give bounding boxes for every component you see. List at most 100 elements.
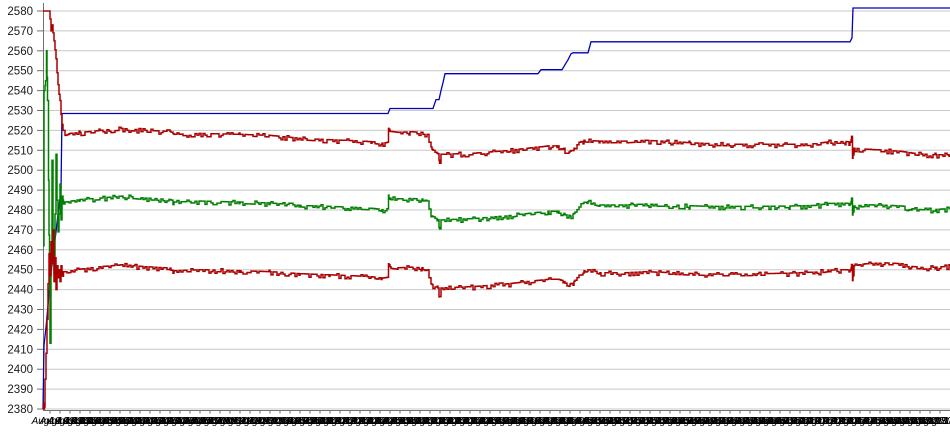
x-axis-label: Aug19 18:40 bbox=[911, 416, 950, 427]
x-axis-label: Aug19 10:30 bbox=[127, 416, 185, 427]
x-axis-label: Aug19 13:35 bbox=[423, 416, 481, 427]
x-axis-label: Aug19 10:25 bbox=[119, 416, 177, 427]
x-axis-label: Aug19 17:30 bbox=[799, 416, 857, 427]
y-axis-label: 2490 bbox=[7, 185, 33, 197]
x-axis-label: Aug19 09:30 bbox=[31, 416, 89, 427]
y-axis-label: 2540 bbox=[7, 86, 33, 98]
x-axis-label: Aug19 18:30 bbox=[895, 416, 950, 427]
y-axis-label: 2480 bbox=[7, 205, 33, 217]
y-axis-label: 2520 bbox=[7, 125, 33, 137]
x-axis-label: Aug19 12:20 bbox=[303, 416, 361, 427]
x-axis-label: Aug19 15:40 bbox=[623, 416, 681, 427]
upper-red-series-line bbox=[43, 10, 950, 164]
x-axis-label: Aug19 12:45 bbox=[343, 416, 401, 427]
x-axis-label: Aug19 14:10 bbox=[479, 416, 537, 427]
x-axis-label: Aug19 13:45 bbox=[439, 416, 497, 427]
x-axis-label: Aug19 15:30 bbox=[607, 416, 665, 427]
x-axis-label: Aug19 18:20 bbox=[879, 416, 937, 427]
y-axis-label: 2450 bbox=[7, 265, 33, 277]
y-axis-label: 2460 bbox=[7, 245, 33, 257]
x-axis-label: Aug19 09:40 bbox=[47, 416, 105, 427]
x-axis-label: Aug19 18:25 bbox=[887, 416, 945, 427]
x-axis-label: Aug19 18:10 bbox=[863, 416, 921, 427]
x-axis-label: Aug19 16:15 bbox=[679, 416, 737, 427]
x-axis-label: Aug19 15:10 bbox=[575, 416, 633, 427]
x-axis-label: Aug19 14:45 bbox=[535, 416, 593, 427]
x-axis-label: Aug19 12:25 bbox=[311, 416, 369, 427]
x-axis-label: Aug19 15:35 bbox=[615, 416, 673, 427]
y-axis-label: 2420 bbox=[7, 324, 33, 336]
x-axis-label: Aug19 14:55 bbox=[551, 416, 609, 427]
x-axis-label: Aug19 09:45 bbox=[55, 416, 113, 427]
x-axis-label: Aug19 14:05 bbox=[471, 416, 529, 427]
x-axis-label: Aug19 17:40 bbox=[815, 416, 873, 427]
y-axis-label: 2550 bbox=[7, 66, 33, 78]
y-axis-label: 2380 bbox=[7, 404, 33, 416]
x-axis-label: Aug19 17:45 bbox=[823, 416, 881, 427]
x-axis-label: Aug19 17:05 bbox=[759, 416, 817, 427]
x-axis-label: Aug19 11:40 bbox=[239, 416, 296, 427]
x-axis-label: Aug19 16:00 bbox=[655, 416, 713, 427]
x-axis-label: Aug19 11:45 bbox=[247, 416, 304, 427]
x-axis-label: Aug19 13:15 bbox=[391, 416, 449, 427]
x-axis-label: Aug19 18:05 bbox=[855, 416, 913, 427]
x-axis-label: Aug19 10:20 bbox=[111, 416, 169, 427]
x-axis-label: Aug19 18:00 bbox=[847, 416, 905, 427]
x-axis-label: Aug19 14:25 bbox=[503, 416, 561, 427]
x-axis-label: Aug19 14:20 bbox=[495, 416, 553, 427]
x-axis-label: Aug19 14:15 bbox=[487, 416, 545, 427]
x-axis-label: Aug19 13:25 bbox=[407, 416, 465, 427]
x-axis-label: Aug19 17:35 bbox=[807, 416, 865, 427]
x-axis-label: Aug19 14:30 bbox=[511, 416, 569, 427]
x-axis-label: Aug19 17:15 bbox=[775, 416, 833, 427]
x-axis-label: Aug19 16:55 bbox=[743, 416, 801, 427]
x-axis-label: Aug19 11:15 bbox=[199, 416, 256, 427]
x-axis-label: Aug19 16:35 bbox=[711, 416, 769, 427]
x-axis-label: Aug19 11:00 bbox=[175, 416, 232, 427]
x-axis-label: Aug19 10:15 bbox=[103, 416, 161, 427]
x-axis-label: Aug19 18:45 bbox=[919, 416, 950, 427]
x-axis-label: Aug19 12:30 bbox=[319, 416, 377, 427]
y-axis-label: 2440 bbox=[7, 285, 33, 297]
x-axis-label: Aug19 16:50 bbox=[735, 416, 793, 427]
x-axis-label: Aug19 11:25 bbox=[215, 416, 272, 427]
x-axis-label: Aug19 13:10 bbox=[383, 416, 441, 427]
x-axis-label: Aug19 15:25 bbox=[599, 416, 657, 427]
x-axis-label: Aug19 13:20 bbox=[399, 416, 457, 427]
x-axis-label: Aug19 16:40 bbox=[719, 416, 777, 427]
x-axis-label: Aug19 10:45 bbox=[151, 416, 209, 427]
x-axis-label: Aug19 18:35 bbox=[903, 416, 950, 427]
x-axis-label: Aug19 17:00 bbox=[751, 416, 809, 427]
x-axis-label: Aug19 11:30 bbox=[223, 416, 280, 427]
y-axis-label: 2410 bbox=[7, 344, 33, 356]
y-axis-label: 2390 bbox=[7, 384, 33, 396]
x-axis-label: Aug19 17:20 bbox=[783, 416, 841, 427]
x-axis-label: Aug19 15:15 bbox=[583, 416, 641, 427]
x-axis-label: Aug19 10:10 bbox=[95, 416, 153, 427]
x-axis-label: Aug19 16:30 bbox=[703, 416, 761, 427]
y-axis-label: 2500 bbox=[7, 165, 33, 177]
x-axis-label: Aug19 16:10 bbox=[671, 416, 729, 427]
y-axis-label: 2400 bbox=[7, 364, 33, 376]
x-axis-label: Aug19 13:40 bbox=[431, 416, 489, 427]
x-axis-label: Aug19 12:55 bbox=[359, 416, 417, 427]
x-axis-label: Aug19 11:20 bbox=[207, 416, 264, 427]
x-axis-label: Aug19 13:30 bbox=[415, 416, 473, 427]
x-axis-label: Aug19 09:55 bbox=[71, 416, 129, 427]
lower-red-series-line bbox=[42, 229, 950, 410]
x-axis-label: Aug19 12:40 bbox=[335, 416, 393, 427]
x-axis-label: Aug19 11:10 bbox=[191, 416, 248, 427]
x-axis-label: Aug19 10:35 bbox=[135, 416, 193, 427]
x-axis-label: Aug19 12:05 bbox=[279, 416, 337, 427]
x-axis-label: Aug19 14:40 bbox=[527, 416, 585, 427]
x-axis-label: Aug19 17:55 bbox=[839, 416, 897, 427]
x-axis-label: Aug19 10:05 bbox=[87, 416, 145, 427]
x-axis-label: Aug19 17:10 bbox=[767, 416, 825, 427]
x-axis-label: Aug19 09:50 bbox=[63, 416, 121, 427]
x-axis-label: Aug19 11:35 bbox=[231, 416, 288, 427]
x-axis-label: Aug19 16:20 bbox=[687, 416, 745, 427]
y-axis-label: 2570 bbox=[7, 26, 33, 38]
x-axis-label: Aug19 12:15 bbox=[295, 416, 353, 427]
x-axis-label: Aug19 09:35 bbox=[39, 416, 97, 427]
x-axis-label: Aug19 13:00 bbox=[367, 416, 425, 427]
